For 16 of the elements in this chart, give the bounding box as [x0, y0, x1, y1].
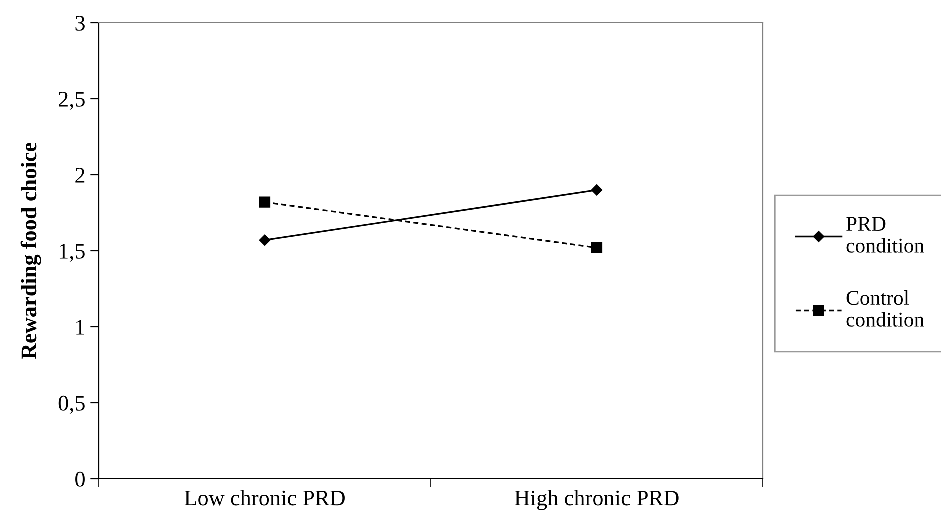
- y-tick-label: 3: [76, 16, 85, 31]
- y-tick-label: 1,5: [60, 244, 85, 262]
- y-axis-title: Rewarding food choice: [20, 142, 42, 360]
- legend-label: PRD condition: [846, 217, 924, 253]
- point: [591, 242, 603, 254]
- y-tick-label: 2,5: [59, 92, 85, 110]
- y-tick-label: 0,5: [58, 396, 85, 414]
- point: [259, 196, 271, 208]
- y-tick-label: 0: [76, 472, 85, 487]
- y-tick-label: 2: [76, 168, 85, 183]
- point: [259, 234, 271, 246]
- legend-label: Control condition: [846, 290, 924, 327]
- point: [591, 184, 603, 196]
- y-tick-label: 1: [76, 320, 84, 335]
- x-tick-label: Low chronic PRD: [184, 490, 345, 506]
- x-tick-label: High chronic PRD: [514, 490, 679, 510]
